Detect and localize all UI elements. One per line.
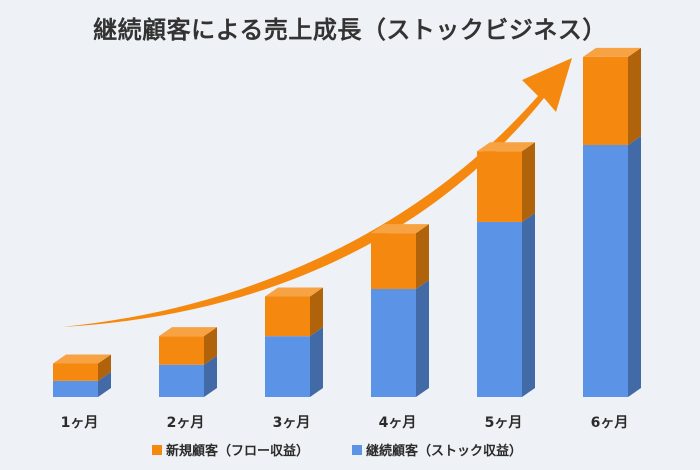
bar-top-face (265, 287, 323, 297)
bar-side-face (522, 142, 535, 222)
bar-stock-2 (159, 355, 217, 397)
x-tick-label: 4ヶ月 (379, 415, 417, 431)
bar-side-face (204, 355, 217, 397)
bar-front-face (53, 380, 98, 397)
bar-top-face (477, 142, 535, 152)
bar-top-face (583, 47, 641, 57)
x-tick-label: 5ヶ月 (485, 415, 523, 431)
bar-front-face (477, 221, 522, 397)
bar-side-face (98, 371, 111, 397)
x-axis-ticks: 1ヶ月 2ヶ月 3ヶ月 4ヶ月 5ヶ月 6ヶ月 (61, 415, 629, 431)
bars-layer (53, 47, 641, 397)
bar-side-face (204, 327, 217, 365)
bar-front-face (265, 336, 310, 397)
bar-flow-4 (371, 224, 429, 289)
bar-flow-5 (477, 142, 535, 222)
x-tick-label: 6ヶ月 (591, 415, 629, 431)
bar-front-face (265, 296, 310, 337)
bar-side-face (416, 224, 429, 289)
bar-stock-3 (265, 327, 323, 397)
bar-flow-3 (265, 287, 323, 337)
bar-stock-4 (371, 280, 429, 397)
bar-front-face (477, 151, 522, 222)
bar-side-face (628, 47, 641, 145)
bar-flow-6 (583, 47, 641, 145)
chart-title: 継続顧客による売上成長（ストックビジネス） (93, 16, 607, 44)
bar-stock-1 (53, 371, 111, 397)
legend: 新規顧客（フロー収益） 継続顧客（ストック収益） (152, 443, 522, 459)
bar-front-face (159, 364, 204, 397)
bar-front-face (583, 145, 628, 397)
bar-stock-5 (477, 212, 535, 397)
bar-top-face (53, 354, 111, 364)
bar-side-face (310, 287, 323, 337)
bar-top-face (159, 327, 217, 337)
bar-front-face (159, 336, 204, 365)
bar-side-face (98, 354, 111, 381)
bar-front-face (371, 289, 416, 397)
x-tick-label: 1ヶ月 (61, 415, 99, 431)
bar-front-face (53, 363, 98, 381)
legend-swatch (152, 445, 162, 455)
bar-side-face (416, 280, 429, 397)
legend-label: 新規顧客（フロー収益） (166, 443, 309, 459)
bar-front-face (583, 56, 628, 145)
bar-side-face (522, 212, 535, 397)
x-tick-label: 2ヶ月 (167, 415, 205, 431)
bar-top-face (371, 224, 429, 234)
legend-item-flow: 新規顧客（フロー収益） (152, 443, 309, 459)
legend-label: 継続顧客（ストック収益） (366, 443, 522, 459)
legend-swatch (352, 445, 362, 455)
bar-front-face (371, 233, 416, 289)
bar-side-face (628, 136, 641, 397)
bar-flow-2 (159, 327, 217, 365)
x-tick-label: 3ヶ月 (273, 415, 311, 431)
legend-item-stock: 継続顧客（ストック収益） (352, 443, 522, 459)
bar-stock-6 (583, 136, 641, 397)
bar-flow-1 (53, 354, 111, 381)
bar-side-face (310, 327, 323, 397)
